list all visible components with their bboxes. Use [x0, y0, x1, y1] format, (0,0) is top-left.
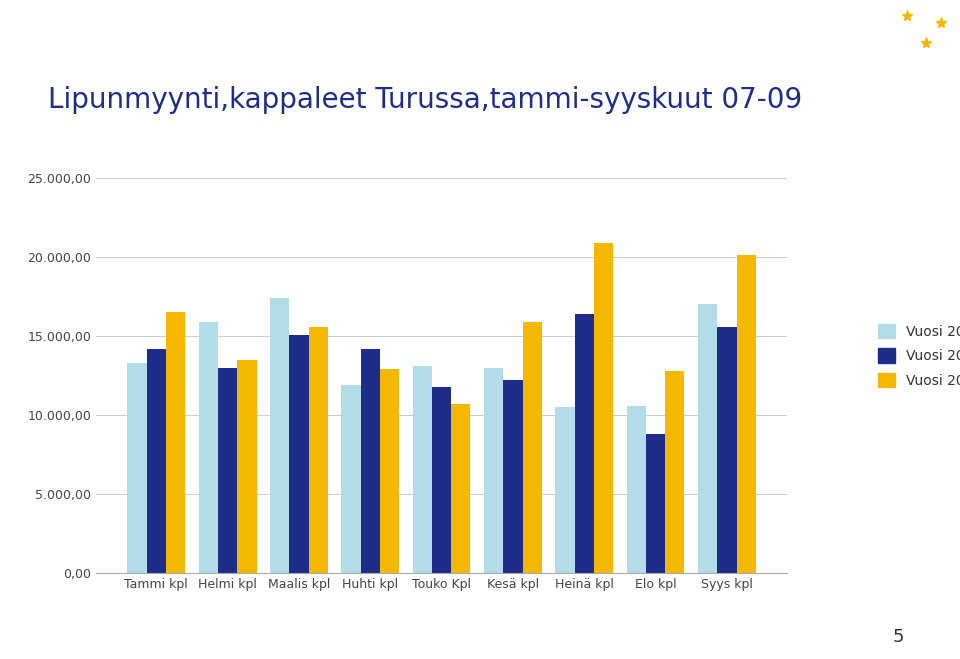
Text: Lipunmyynti,kappaleet Turussa,tammi-syyskuut 07-09: Lipunmyynti,kappaleet Turussa,tammi-syys… [48, 86, 803, 113]
Bar [522, 322, 541, 573]
Bar [218, 368, 237, 573]
Bar [289, 335, 308, 573]
Bar [627, 406, 646, 573]
Bar [556, 407, 575, 573]
Bar [413, 366, 432, 573]
Bar [128, 363, 147, 573]
Bar [166, 312, 185, 573]
Bar [237, 360, 256, 573]
Text: lippu.fi: lippu.fi [806, 22, 891, 42]
Bar [342, 385, 361, 573]
Bar [380, 369, 399, 573]
Bar [503, 380, 522, 573]
Bar [594, 243, 613, 573]
Bar [361, 349, 380, 573]
Bar [717, 327, 736, 573]
Bar [665, 371, 684, 573]
Legend: Vuosi 2007, Vuosi 2008, Vuosi 2009: Vuosi 2007, Vuosi 2008, Vuosi 2009 [873, 318, 960, 393]
Text: 5: 5 [893, 628, 904, 646]
Bar [199, 322, 218, 573]
Bar [575, 314, 594, 573]
Bar [451, 404, 470, 573]
Bar [646, 434, 665, 573]
Bar [147, 349, 166, 573]
Bar [270, 298, 289, 573]
Bar [698, 304, 717, 573]
Bar [432, 387, 451, 573]
Bar [484, 368, 503, 573]
Bar [308, 327, 327, 573]
Bar [736, 256, 756, 573]
